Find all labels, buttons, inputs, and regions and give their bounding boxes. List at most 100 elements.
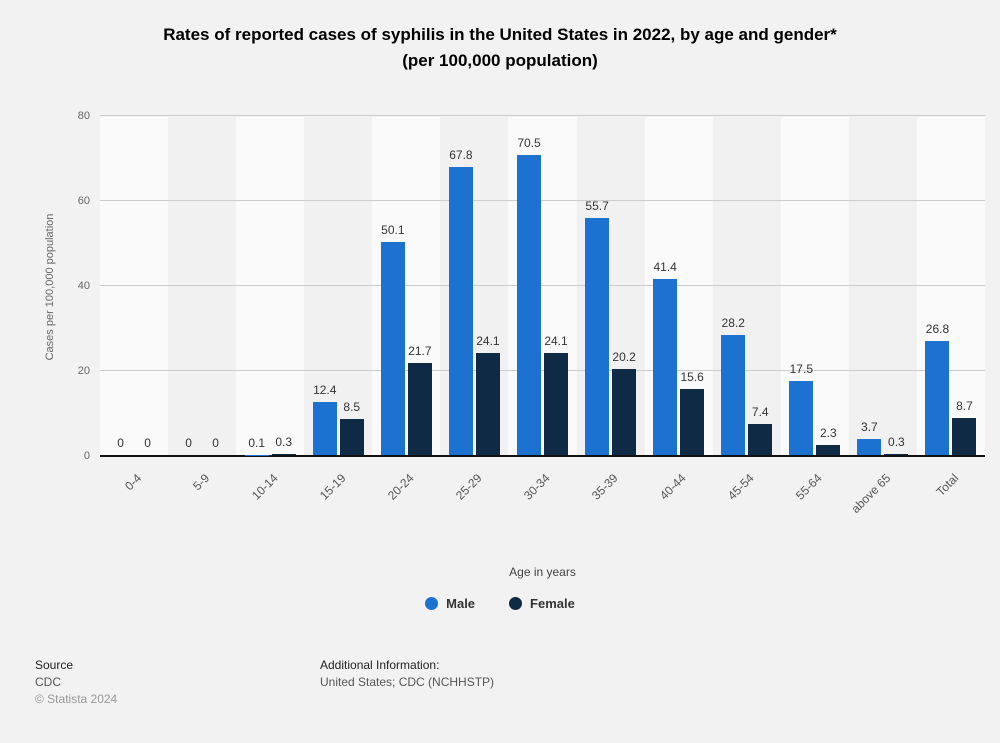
bar-slot-male: 41.4 bbox=[653, 117, 678, 455]
value-label-male-0-4: 0 bbox=[117, 436, 124, 450]
bar-slot-male: 12.4 bbox=[312, 117, 337, 455]
value-label-female-15-19: 8.5 bbox=[343, 399, 361, 414]
value-label-male-35-39: 55.7 bbox=[585, 199, 609, 214]
bar-male-40-44 bbox=[653, 279, 678, 455]
legend-item-male: Male bbox=[425, 596, 475, 611]
bar-slot-male: 0 bbox=[177, 117, 201, 455]
category-group-10-14: 0.1 0.3 bbox=[236, 117, 305, 455]
bar-male-15-19 bbox=[312, 402, 337, 455]
bar-male-Total bbox=[925, 341, 950, 455]
category-group-45-54: 28.2 7.4 bbox=[712, 117, 781, 455]
bar-slot-female: 0.3 bbox=[884, 117, 909, 455]
x-label-cell-0-4: 0-4 bbox=[100, 461, 168, 541]
chart-title-block: Rates of reported cases of syphilis in t… bbox=[0, 0, 1000, 75]
x-label-cell-30-34: 30-34 bbox=[508, 461, 576, 541]
bar-male-30-34 bbox=[517, 155, 541, 455]
y-tick-label-20: 20 bbox=[77, 365, 90, 377]
bar-slot-female: 24.1 bbox=[544, 117, 568, 455]
x-label-cell-40-44: 40-44 bbox=[645, 461, 713, 541]
bar-slot-female: 2.3 bbox=[816, 117, 841, 455]
bar-female-40-44 bbox=[680, 388, 705, 455]
x-label-cell-55-64: 55-64 bbox=[781, 461, 849, 541]
legend-dot-male bbox=[425, 597, 439, 610]
bar-male-45-54 bbox=[721, 335, 746, 455]
value-label-male-40-44: 41.4 bbox=[653, 260, 677, 275]
bar-slot-male: 28.2 bbox=[721, 117, 746, 455]
x-category-label-5-9: 5-9 bbox=[189, 471, 213, 494]
bar-male-20-24 bbox=[380, 242, 405, 455]
category-group-20-24: 50.1 21.7 bbox=[372, 117, 441, 455]
y-tick-label-40: 40 bbox=[77, 280, 90, 292]
x-category-label-above 65: above 65 bbox=[847, 471, 893, 516]
y-axis-tick-labels: 0 20 40 60 80 bbox=[55, 110, 90, 462]
bar-slot-male: 70.5 bbox=[517, 117, 541, 455]
x-category-label-35-39: 35-39 bbox=[588, 471, 621, 503]
legend-label-male: Male bbox=[446, 596, 476, 611]
bar-female-25-29 bbox=[475, 352, 500, 455]
bar-female-above 65 bbox=[884, 453, 909, 455]
bar-slot-male: 0 bbox=[109, 117, 133, 455]
bar-slot-male: 55.7 bbox=[585, 117, 610, 455]
bar-slot-male: 67.8 bbox=[448, 117, 473, 455]
bar-slot-male: 50.1 bbox=[380, 117, 405, 455]
x-label-cell-25-29: 25-29 bbox=[440, 461, 508, 541]
bar-slot-female: 21.7 bbox=[407, 117, 432, 455]
bar-female-10-14 bbox=[271, 453, 296, 455]
gridline-20 bbox=[100, 370, 985, 371]
bar-slot-female: 7.4 bbox=[748, 117, 773, 455]
footer-source-block: Source CDC © Statista 2024 bbox=[35, 657, 320, 708]
bar-female-35-39 bbox=[612, 369, 637, 455]
bar-female-55-64 bbox=[816, 445, 841, 455]
x-category-label-25-29: 25-29 bbox=[452, 471, 485, 503]
bar-slot-male: 17.5 bbox=[789, 117, 814, 455]
value-label-male-10-14: 0.1 bbox=[248, 435, 266, 450]
x-category-label-40-44: 40-44 bbox=[656, 471, 689, 503]
value-label-male-15-19: 12.4 bbox=[313, 383, 337, 398]
bar-male-35-39 bbox=[585, 218, 610, 455]
y-tick-label-0: 0 bbox=[83, 450, 90, 462]
value-label-female-45-54: 7.4 bbox=[751, 404, 769, 419]
value-label-female-5-9: 0 bbox=[212, 436, 219, 450]
bar-slot-female: 20.2 bbox=[612, 117, 637, 455]
value-label-female-40-44: 15.6 bbox=[680, 369, 704, 384]
bar-slot-male: 26.8 bbox=[925, 117, 950, 455]
plot-area: 0 0 0 0 0.1 0.3 12.4 8.5 50.1 21.7 67.8 24.1 70.5 24.… bbox=[100, 115, 986, 457]
x-label-cell-5-9: 5-9 bbox=[168, 461, 236, 541]
value-label-male-25-29: 67.8 bbox=[449, 147, 473, 162]
category-group-55-64: 17.5 2.3 bbox=[780, 117, 849, 455]
x-label-cell-10-14: 10-14 bbox=[236, 461, 304, 541]
category-group-Total: 26.8 8.7 bbox=[916, 117, 986, 455]
legend-label-female: Female bbox=[530, 596, 575, 611]
bar-slot-female: 0 bbox=[136, 117, 160, 455]
bar-slot-female: 0.3 bbox=[271, 117, 296, 455]
x-category-label-15-19: 15-19 bbox=[316, 471, 349, 503]
x-category-label-Total: Total bbox=[933, 471, 961, 499]
x-category-label-20-24: 20-24 bbox=[384, 471, 417, 503]
bar-female-30-34 bbox=[544, 352, 568, 455]
value-label-female-above 65: 0.3 bbox=[888, 434, 905, 449]
bar-slot-female: 15.6 bbox=[680, 117, 705, 455]
value-label-female-20-24: 21.7 bbox=[408, 343, 432, 358]
value-label-male-Total: 26.8 bbox=[925, 322, 950, 337]
x-axis-title: Age in years bbox=[509, 565, 576, 579]
bar-slot-female: 8.7 bbox=[952, 117, 977, 455]
page-title: Rates of reported cases of syphilis in t… bbox=[163, 25, 837, 44]
x-label-cell-Total: Total bbox=[917, 461, 985, 541]
value-label-female-Total: 8.7 bbox=[956, 399, 973, 414]
footer-additional-block: Additional Information: United States; C… bbox=[320, 657, 494, 708]
x-category-label-30-34: 30-34 bbox=[520, 471, 553, 503]
category-group-40-44: 41.4 15.6 bbox=[644, 117, 713, 455]
bar-female-45-54 bbox=[748, 423, 773, 455]
value-label-female-55-64: 2.3 bbox=[819, 426, 837, 441]
x-label-cell-20-24: 20-24 bbox=[372, 461, 440, 541]
page-subtitle: (per 100,000 population) bbox=[402, 51, 598, 71]
category-group-above 65: 3.7 0.3 bbox=[848, 117, 917, 455]
x-axis-category-labels: 0-4 5-9 10-14 15-19 20-24 25-29 30-34 35-39 40-4… bbox=[100, 461, 985, 541]
legend-dot-female bbox=[509, 597, 523, 610]
category-group-35-39: 55.7 20.2 bbox=[576, 117, 645, 455]
additional-info-value: United States; CDC (NCHHSTP) bbox=[320, 675, 495, 689]
x-category-label-0-4: 0-4 bbox=[121, 471, 144, 494]
